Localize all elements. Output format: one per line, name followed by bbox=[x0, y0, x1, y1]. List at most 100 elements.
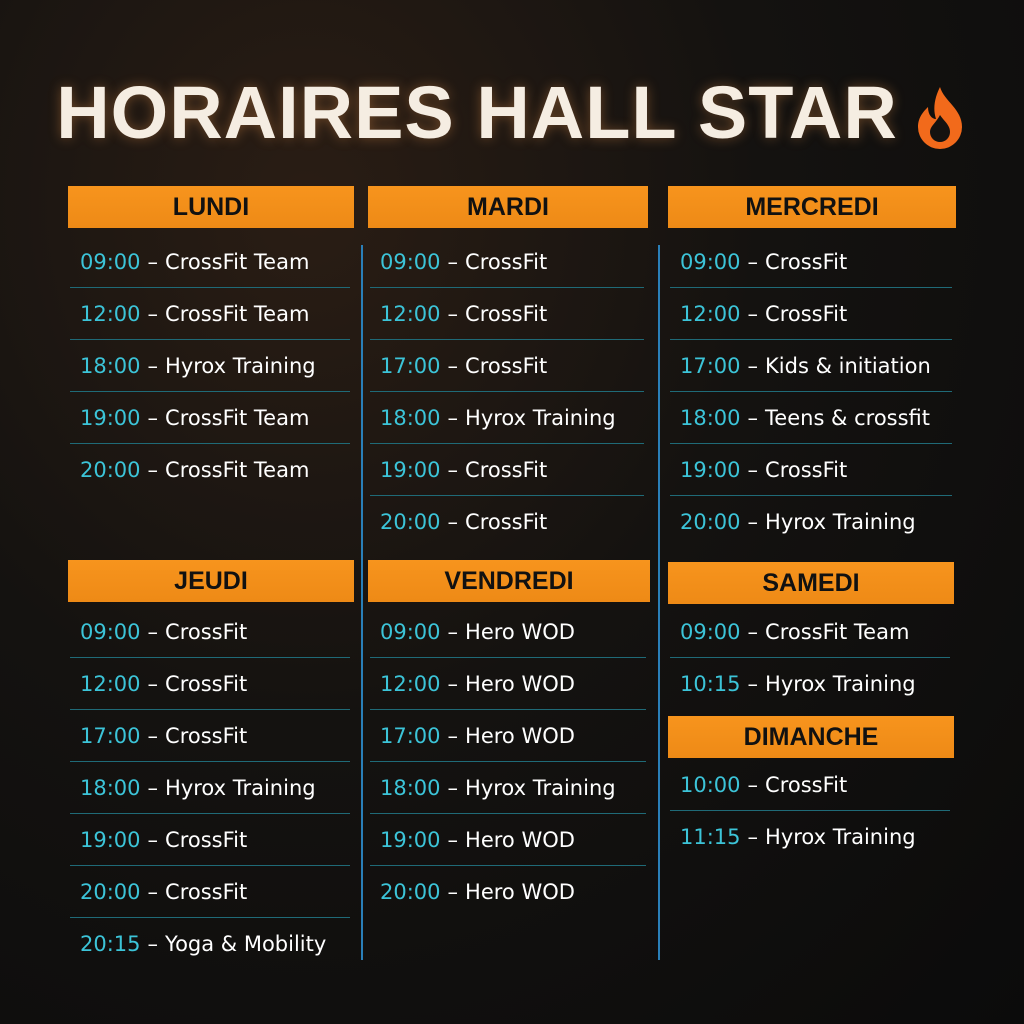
separator: – bbox=[747, 772, 759, 797]
fire-icon bbox=[917, 87, 962, 150]
session-label: Hyrox Training bbox=[765, 825, 916, 849]
session-time: 20:15 bbox=[80, 932, 141, 956]
session-time: 19:00 bbox=[680, 457, 741, 482]
session-label: Hero WOD bbox=[465, 723, 575, 748]
day-header-dimanche: DIMANCHE bbox=[668, 716, 954, 758]
separator: – bbox=[747, 457, 759, 482]
separator: – bbox=[447, 353, 459, 378]
session-row: 09:00– CrossFit bbox=[370, 236, 644, 288]
session-row: 20:00– Hyrox Training bbox=[670, 496, 952, 548]
session-row: 10:15– Hyrox Training bbox=[670, 658, 950, 710]
separator: – bbox=[147, 301, 159, 326]
session-label: CrossFit Team bbox=[165, 405, 310, 430]
session-label: CrossFit Team bbox=[165, 301, 310, 326]
column-divider bbox=[658, 245, 660, 960]
session-label: CrossFit Team bbox=[165, 249, 310, 274]
session-row: 18:00– Hyrox Training bbox=[370, 762, 646, 814]
session-time: 09:00 bbox=[80, 249, 141, 274]
session-label: CrossFit bbox=[765, 249, 848, 274]
day-header-vendredi: VENDREDI bbox=[368, 560, 650, 602]
session-row: 12:00– CrossFit bbox=[670, 288, 952, 340]
separator: – bbox=[447, 457, 459, 482]
session-row: 18:00– Hyrox Training bbox=[370, 392, 644, 444]
day-header-lundi: LUNDI bbox=[68, 186, 354, 228]
session-label: CrossFit bbox=[465, 301, 548, 326]
session-label: CrossFit bbox=[465, 510, 548, 534]
separator: – bbox=[447, 510, 459, 534]
separator: – bbox=[747, 249, 759, 274]
separator: – bbox=[147, 405, 159, 430]
separator: – bbox=[147, 353, 159, 378]
separator: – bbox=[147, 879, 159, 904]
separator: – bbox=[747, 672, 759, 696]
separator: – bbox=[447, 880, 459, 904]
session-label: CrossFit bbox=[165, 671, 248, 696]
session-time: 19:00 bbox=[80, 827, 141, 852]
session-row: 09:00– Hero WOD bbox=[370, 606, 646, 658]
session-time: 12:00 bbox=[80, 301, 141, 326]
session-time: 18:00 bbox=[380, 775, 441, 800]
session-time: 09:00 bbox=[380, 619, 441, 644]
column-divider bbox=[361, 245, 363, 960]
session-row: 09:00– CrossFit Team bbox=[70, 236, 350, 288]
session-label: Hyrox Training bbox=[765, 672, 916, 696]
session-row: 12:00– CrossFit bbox=[70, 658, 350, 710]
session-row: 10:00– CrossFit bbox=[670, 759, 950, 811]
separator: – bbox=[147, 827, 159, 852]
session-label: Hero WOD bbox=[465, 880, 575, 904]
session-time: 20:00 bbox=[680, 510, 741, 534]
session-row: 20:00– CrossFit bbox=[370, 496, 644, 548]
separator: – bbox=[747, 619, 759, 644]
session-label: CrossFit bbox=[165, 619, 248, 644]
session-row: 12:00– Hero WOD bbox=[370, 658, 646, 710]
session-label: CrossFit bbox=[165, 879, 248, 904]
session-row: 12:00– CrossFit bbox=[370, 288, 644, 340]
separator: – bbox=[147, 458, 159, 482]
separator: – bbox=[447, 619, 459, 644]
separator: – bbox=[447, 301, 459, 326]
session-label: Hyrox Training bbox=[765, 510, 916, 534]
separator: – bbox=[447, 405, 459, 430]
session-time: 17:00 bbox=[380, 353, 441, 378]
session-label: CrossFit bbox=[165, 723, 248, 748]
session-time: 20:00 bbox=[80, 879, 141, 904]
session-row: 09:00– CrossFit bbox=[70, 606, 350, 658]
session-row: 19:00– CrossFit Team bbox=[70, 392, 350, 444]
separator: – bbox=[147, 723, 159, 748]
session-time: 17:00 bbox=[380, 723, 441, 748]
session-label: CrossFit bbox=[465, 249, 548, 274]
session-label: Yoga & Mobility bbox=[165, 932, 327, 956]
session-label: CrossFit Team bbox=[165, 458, 310, 482]
session-label: Hyrox Training bbox=[165, 775, 316, 800]
session-label: Hyrox Training bbox=[465, 775, 616, 800]
session-label: CrossFit bbox=[165, 827, 248, 852]
separator: – bbox=[447, 249, 459, 274]
session-time: 17:00 bbox=[80, 723, 141, 748]
separator: – bbox=[447, 671, 459, 696]
separator: – bbox=[147, 619, 159, 644]
session-row: 18:00– Hyrox Training bbox=[70, 762, 350, 814]
session-time: 09:00 bbox=[680, 619, 741, 644]
separator: – bbox=[747, 353, 759, 378]
session-row: 19:00– CrossFit bbox=[70, 814, 350, 866]
day-header-mardi: MARDI bbox=[368, 186, 648, 228]
session-label: Kids & initiation bbox=[765, 353, 931, 378]
session-row: 20:00– Hero WOD bbox=[370, 866, 646, 918]
session-label: Hero WOD bbox=[465, 827, 575, 852]
session-row: 19:00– Hero WOD bbox=[370, 814, 646, 866]
session-label: CrossFit Team bbox=[765, 619, 910, 644]
session-label: CrossFit bbox=[465, 353, 548, 378]
session-time: 10:00 bbox=[680, 772, 741, 797]
session-time: 10:15 bbox=[680, 672, 741, 696]
session-label: Hyrox Training bbox=[165, 353, 316, 378]
day-header-mercredi: MERCREDI bbox=[668, 186, 956, 228]
session-time: 20:00 bbox=[80, 458, 141, 482]
session-time: 09:00 bbox=[80, 619, 141, 644]
session-time: 09:00 bbox=[680, 249, 741, 274]
session-row: 11:15– Hyrox Training bbox=[670, 811, 950, 863]
session-row: 17:00– Kids & initiation bbox=[670, 340, 952, 392]
session-time: 18:00 bbox=[80, 775, 141, 800]
session-time: 19:00 bbox=[80, 405, 141, 430]
session-time: 18:00 bbox=[80, 353, 141, 378]
separator: – bbox=[147, 932, 159, 956]
